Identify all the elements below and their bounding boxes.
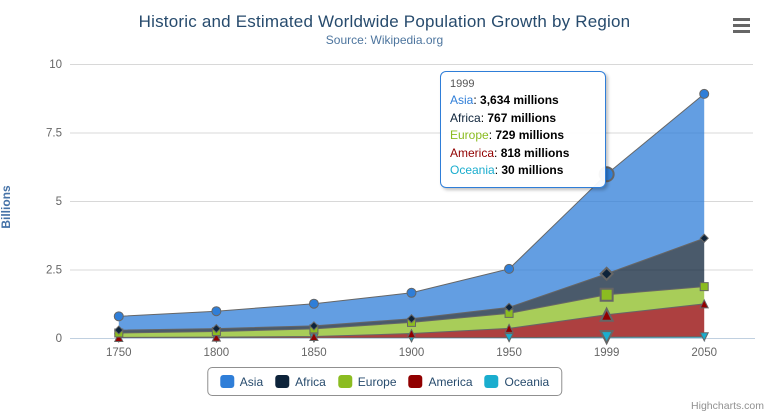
oceania-marker-1950[interactable]: [504, 333, 514, 343]
africa-marker-1900[interactable]: [406, 314, 417, 324]
america-marker-2050[interactable]: [699, 298, 710, 309]
legend-swatch-icon: [275, 375, 290, 388]
africa-marker-1999[interactable]: [599, 266, 615, 282]
x-axis-label: 1850: [301, 347, 327, 359]
y-axis-label: 5: [56, 196, 62, 208]
x-axis-label: 1900: [399, 347, 425, 359]
europe-marker-2050[interactable]: [699, 282, 709, 292]
legend-label: Asia: [239, 374, 264, 389]
y-axis-label: 0: [56, 333, 62, 345]
legend-item-africa[interactable]: Africa: [275, 375, 326, 389]
america-marker-1900[interactable]: [406, 328, 417, 339]
legend-label: Africa: [295, 374, 326, 389]
x-axis-label: 2050: [691, 347, 717, 359]
africa-marker-1950[interactable]: [504, 302, 514, 313]
legend-item-oceania[interactable]: Oceania: [484, 374, 550, 389]
x-axis-label: 1800: [204, 347, 230, 359]
highcharts-credits[interactable]: Highcharts.com: [691, 400, 764, 412]
africa-marker-2050[interactable]: [699, 233, 709, 243]
asia-marker-2050[interactable]: [699, 88, 710, 99]
area-africa[interactable]: [118, 238, 705, 333]
asia-marker-1750[interactable]: [113, 311, 124, 322]
x-axis-label: 1999: [594, 347, 620, 359]
europe-marker-1999[interactable]: [599, 287, 614, 302]
africa-marker-1750[interactable]: [114, 325, 124, 335]
legend-label: America: [428, 374, 473, 389]
x-axis-label: 1750: [106, 347, 132, 359]
area-asia[interactable]: [118, 93, 705, 331]
y-axis-label: 2.5: [46, 265, 62, 277]
legend-swatch-icon: [484, 375, 499, 388]
legend-swatch-icon: [408, 375, 423, 388]
x-axis-label: 1950: [496, 347, 522, 359]
asia-marker-1800[interactable]: [211, 306, 222, 317]
legend-item-asia[interactable]: Asia: [219, 374, 264, 389]
legend-swatch-icon: [219, 375, 234, 388]
america-marker-1999[interactable]: [599, 306, 615, 322]
asia-marker-1999[interactable]: [598, 166, 615, 183]
area-america[interactable]: [118, 303, 705, 338]
y-axis-label: 7.5: [46, 128, 62, 140]
america-marker-1850[interactable]: [309, 331, 319, 341]
legend-item-america[interactable]: America: [408, 374, 473, 389]
legend-label: Oceania: [504, 374, 550, 389]
legend-swatch-icon: [337, 375, 352, 388]
africa-marker-1800[interactable]: [211, 323, 222, 334]
legend-item-europe[interactable]: Europe: [337, 374, 397, 389]
hamburger-menu-icon: [733, 18, 750, 21]
asia-marker-1950[interactable]: [504, 263, 515, 274]
oceania-marker-2050[interactable]: [699, 332, 710, 342]
asia-marker-1900[interactable]: [406, 287, 417, 298]
chart-title: Historic and Estimated Worldwide Populat…: [138, 12, 631, 31]
america-marker-1800[interactable]: [211, 331, 222, 342]
y-axis-title: Billions: [0, 185, 13, 229]
africa-marker-1850[interactable]: [309, 321, 319, 331]
export-menu-button[interactable]: [732, 17, 752, 35]
y-axis-label: 10: [49, 59, 62, 71]
legend-label: Europe: [357, 374, 397, 389]
oceania-marker-1999[interactable]: [599, 330, 615, 346]
legend: Asia Africa Europe America Oceania: [206, 367, 563, 396]
chart-subtitle: Source: Wikipedia.org: [325, 33, 444, 47]
america-marker-1950[interactable]: [504, 323, 514, 333]
asia-marker-1850[interactable]: [308, 298, 319, 309]
